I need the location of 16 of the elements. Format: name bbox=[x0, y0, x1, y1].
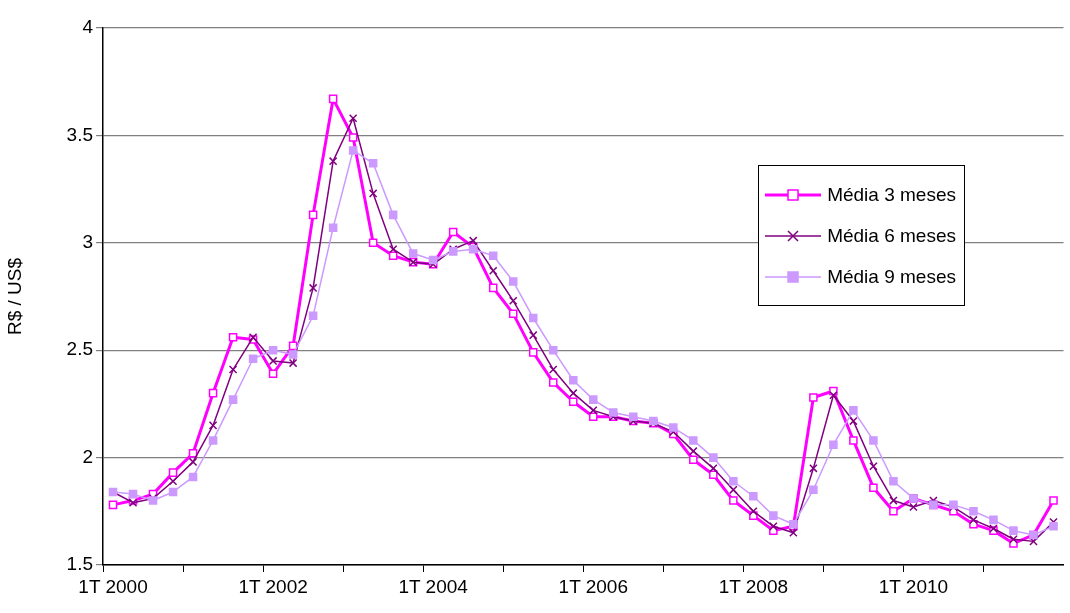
y-tick-label: 2 bbox=[82, 445, 93, 467]
x-tick-label: 1T 2006 bbox=[558, 575, 628, 597]
y-axis-title: R$ / US$ bbox=[3, 257, 25, 336]
y-tick-label: 3 bbox=[82, 231, 93, 253]
x-tick-label: 1T 2002 bbox=[238, 575, 308, 597]
legend-label: Média 3 meses bbox=[827, 183, 956, 206]
legend-label: Média 9 meses bbox=[827, 265, 956, 288]
y-tick-label: 4 bbox=[82, 16, 94, 38]
y-tick-label: 2.5 bbox=[66, 338, 93, 360]
y-tick-label: 3.5 bbox=[66, 123, 93, 145]
x-tick-label: 1T 2000 bbox=[78, 575, 148, 597]
y-tick-label: 1.5 bbox=[66, 553, 93, 575]
legend-label: Média 6 meses bbox=[827, 224, 956, 247]
x-tick-label: 1T 2004 bbox=[398, 575, 469, 597]
x-tick-label: 1T 2010 bbox=[878, 575, 949, 597]
x-tick-label: 1T 2008 bbox=[718, 575, 789, 597]
